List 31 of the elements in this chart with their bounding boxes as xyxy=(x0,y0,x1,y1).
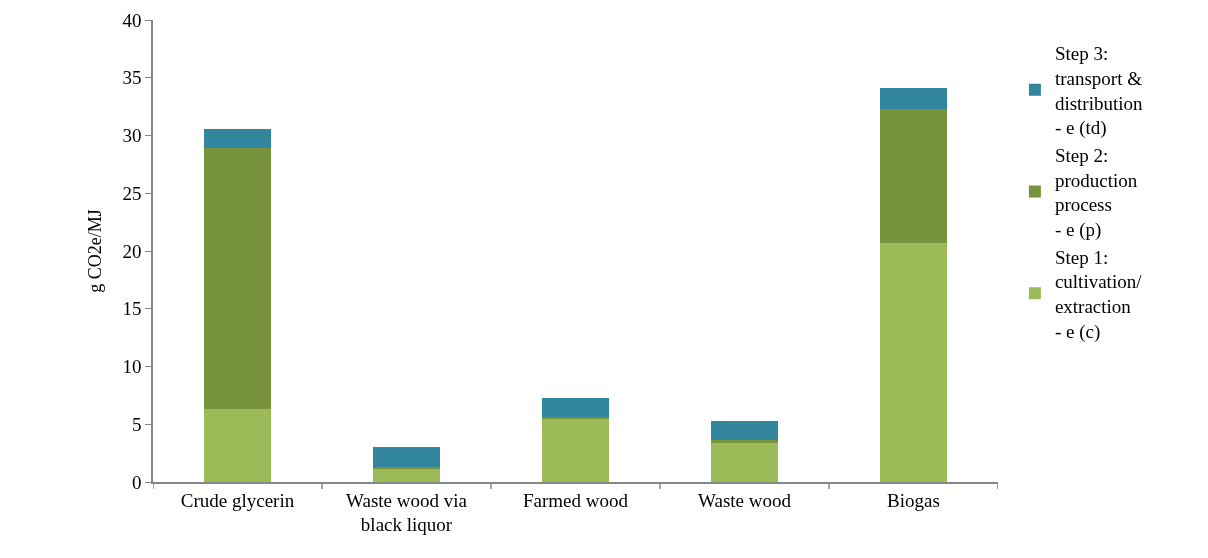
x-tick-label: Farmed wood xyxy=(522,489,629,511)
x-tick-label: Crude glycerin xyxy=(180,489,295,511)
y-axis-title: g CO2e/MJ xyxy=(85,209,106,293)
bar xyxy=(710,442,779,482)
y-tick-label: 30 xyxy=(122,125,142,147)
y-tick-label: 40 xyxy=(122,9,142,31)
bar xyxy=(710,440,779,443)
bar xyxy=(372,447,441,467)
x-tick-label: Waste wood xyxy=(698,489,792,511)
bar xyxy=(203,409,272,482)
x-tick-label: Waste wood via black liquor xyxy=(346,489,468,536)
legend-label: Step 2: production process - e (p) xyxy=(1054,144,1138,242)
bar xyxy=(879,242,948,482)
bar xyxy=(541,397,610,418)
bar xyxy=(710,420,779,441)
y-tick-label: 20 xyxy=(122,240,142,262)
bar xyxy=(372,469,441,482)
y-tick-label: 5 xyxy=(131,413,142,435)
y-tick-label: 25 xyxy=(122,182,142,204)
y-tick-label: 35 xyxy=(122,67,142,89)
bar xyxy=(541,418,610,482)
legend-label: Step 1: cultivation/ extraction - e (c) xyxy=(1054,246,1143,343)
bar xyxy=(203,148,272,410)
bar xyxy=(879,88,948,109)
legend-label: Step 3: transport & distribution - e (td) xyxy=(1054,43,1144,140)
x-tick-label: Biogas xyxy=(887,489,940,511)
y-tick-label: 0 xyxy=(131,471,142,493)
bar xyxy=(879,108,948,243)
y-tick-label: 15 xyxy=(122,298,142,320)
bar xyxy=(203,128,272,149)
y-tick-label: 10 xyxy=(122,356,142,378)
